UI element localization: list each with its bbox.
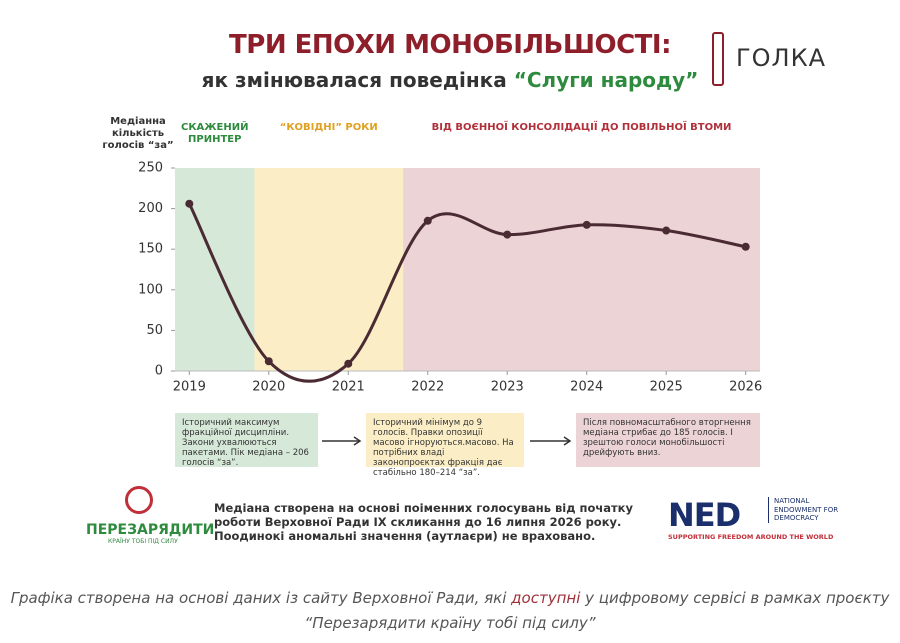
partner-logo: ПЕРЕЗАРЯДИТИ [86, 522, 215, 538]
point [741, 242, 750, 251]
period-band [403, 168, 760, 371]
y-tick-label: 150 [138, 242, 163, 257]
logo: ГОЛКА [736, 44, 827, 72]
note: Історичний мінімум до 9 голосів. Правки … [366, 413, 524, 478]
point [423, 216, 432, 225]
sponsor-logo: NED [668, 496, 741, 534]
arrow-head [563, 436, 572, 446]
chart-title: ТРИ ЕПОХИ МОНОБІЛЬШОСТІ: [229, 30, 671, 60]
point [264, 357, 273, 366]
y-tick-label: 200 [138, 201, 163, 216]
chart-subtitle: як змінювалася поведінка “Слуги народу” [0, 68, 900, 92]
arrow-head [353, 436, 362, 446]
caption-text: у цифровому сервісі в рамках проєкту “Пе… [304, 589, 890, 632]
point [503, 230, 512, 239]
y-tick-label: 50 [146, 323, 163, 338]
y-tick-label: 100 [138, 282, 163, 297]
period-label: ВІД ВОЄННОЇ КОНСОЛІДАЦІЇ ДО ПОВІЛЬНОЇ ВТ… [431, 122, 732, 133]
x-tick-label: 2025 [650, 380, 683, 395]
subtitle-highlight: “Слуги народу” [513, 68, 699, 92]
y-axis-label: Медіанна кількість голосів “за” [102, 116, 174, 151]
note: Після повномасштабного вторгнення медіан… [576, 413, 760, 467]
period-band [254, 168, 404, 371]
x-tick-label: 2019 [173, 380, 206, 395]
x-tick-label: 2021 [332, 380, 365, 395]
x-tick-label: 2020 [252, 380, 285, 395]
x-tick-label: 2024 [570, 380, 603, 395]
point [185, 199, 194, 208]
chart: 0 50 100 150 200 250 2019 2020 2021 2022 2023 2024 2… [138, 161, 762, 446]
period-label: СКАЖЕНИЙ ПРИНТЕР [181, 122, 249, 145]
sponsor-tagline: SUPPORTING FREEDOM AROUND THE WORLD [668, 533, 834, 541]
subtitle-text: як змінювалася поведінка [201, 68, 507, 92]
caption: Графіка створена на основі даних із сайт… [0, 586, 900, 636]
point [344, 359, 353, 368]
point [662, 226, 671, 235]
logo-icon [712, 32, 724, 86]
y-tick-label: 250 [138, 161, 163, 176]
partner-tagline: КРАЇНУ ТОБІ ПІД СИЛУ [108, 538, 178, 545]
sponsor-name: NATIONAL ENDOWMENT FOR DEMOCRACY [768, 497, 844, 523]
x-tick-label: 2023 [491, 380, 524, 395]
period-label: “КОВІДНІ” РОКИ [279, 122, 378, 133]
y-tick-label: 0 [155, 364, 163, 379]
caption-link[interactable]: доступні [511, 589, 581, 607]
x-tick-label: 2026 [729, 380, 762, 395]
partner-icon [125, 486, 153, 514]
note: Історичний максимум фракційної дисциплін… [175, 413, 318, 468]
period-band [175, 168, 255, 371]
footnote: Медіана створена на основі поіменних гол… [214, 501, 633, 543]
point [582, 220, 591, 229]
x-tick-label: 2022 [411, 380, 444, 395]
caption-text: Графіка створена на основі даних із сайт… [10, 589, 512, 607]
